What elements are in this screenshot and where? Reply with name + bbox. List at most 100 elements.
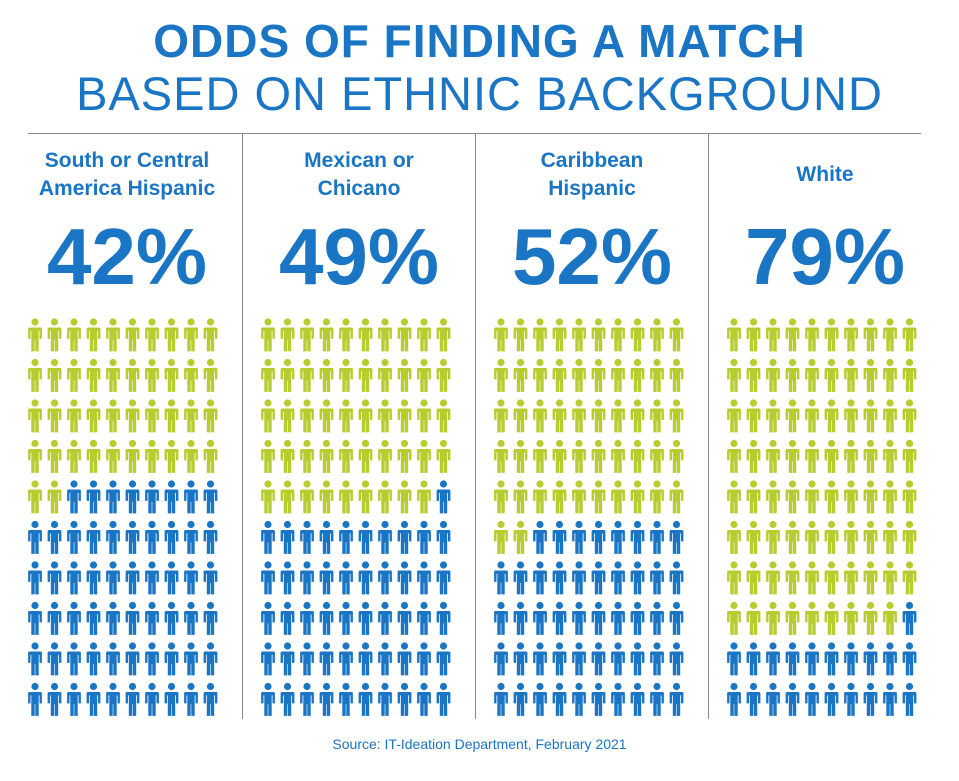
person-icon xyxy=(47,682,62,716)
person-icon xyxy=(378,399,392,433)
person-icon xyxy=(378,318,392,352)
person-icon xyxy=(824,480,839,514)
person-icon xyxy=(339,520,353,554)
category-label-line: Mexican or xyxy=(304,149,414,172)
person-icon xyxy=(669,358,684,392)
person-icon xyxy=(300,318,314,352)
top-rule xyxy=(28,133,921,134)
person-icon xyxy=(533,439,547,473)
person-icon xyxy=(280,399,295,433)
person-icon xyxy=(125,682,140,716)
person-icon xyxy=(280,642,295,676)
person-icon xyxy=(824,439,839,473)
person-icon xyxy=(883,601,897,635)
person-icon xyxy=(358,520,373,554)
person-icon xyxy=(630,682,645,716)
person-icon xyxy=(572,642,586,676)
person-icon xyxy=(630,520,645,554)
category-label-line: Hispanic xyxy=(548,177,636,200)
person-icon xyxy=(28,601,42,635)
person-icon xyxy=(436,318,451,352)
person-icon xyxy=(86,358,101,392)
person-icon xyxy=(572,399,586,433)
person-icon xyxy=(397,318,412,352)
person-icon xyxy=(863,318,878,352)
person-icon xyxy=(805,358,819,392)
person-icon xyxy=(902,399,917,433)
person-icon xyxy=(727,318,741,352)
person-icon xyxy=(611,399,625,433)
person-icon xyxy=(552,480,567,514)
person-icon xyxy=(785,682,800,716)
column-divider xyxy=(708,133,709,719)
chart-title: ODDS OF FINDING A MATCH xyxy=(153,15,806,67)
person-icon xyxy=(67,358,81,392)
person-icon xyxy=(319,601,334,635)
person-icon xyxy=(766,601,780,635)
person-icon xyxy=(261,318,275,352)
person-icon xyxy=(591,561,606,595)
person-icon xyxy=(513,642,528,676)
person-icon xyxy=(513,318,528,352)
person-icon xyxy=(203,682,218,716)
person-icon xyxy=(106,399,120,433)
chart-subtitle: BASED ON ETHNIC BACKGROUND xyxy=(76,67,883,120)
person-icon xyxy=(766,318,780,352)
person-icon xyxy=(513,480,528,514)
person-icon xyxy=(650,561,664,595)
person-icon xyxy=(280,318,295,352)
person-icon xyxy=(145,561,159,595)
person-icon xyxy=(902,682,917,716)
person-icon xyxy=(417,439,431,473)
person-icon xyxy=(805,682,819,716)
person-icon xyxy=(727,682,741,716)
person-icon xyxy=(746,439,761,473)
person-icon xyxy=(902,439,917,473)
person-icon xyxy=(86,399,101,433)
person-icon xyxy=(591,601,606,635)
person-icon xyxy=(28,399,42,433)
person-icon xyxy=(863,520,878,554)
person-icon xyxy=(863,399,878,433)
person-icon xyxy=(611,520,625,554)
person-icon xyxy=(902,601,917,635)
person-icon xyxy=(805,520,819,554)
person-icon xyxy=(397,439,412,473)
person-icon xyxy=(591,480,606,514)
person-icon xyxy=(494,480,508,514)
person-icon xyxy=(805,439,819,473)
person-icon xyxy=(552,318,567,352)
person-icon xyxy=(805,480,819,514)
person-icon xyxy=(785,318,800,352)
person-icon xyxy=(164,439,179,473)
person-icon xyxy=(650,682,664,716)
percentage-value: 79% xyxy=(744,212,906,301)
person-icon xyxy=(533,358,547,392)
person-icon xyxy=(844,399,858,433)
person-icon xyxy=(378,358,392,392)
person-icon xyxy=(766,480,780,514)
person-icon xyxy=(727,358,741,392)
person-icon xyxy=(145,358,159,392)
person-icon xyxy=(280,520,295,554)
person-icon xyxy=(164,601,179,635)
person-icon xyxy=(630,480,645,514)
person-icon xyxy=(319,358,334,392)
person-icon xyxy=(106,682,120,716)
person-icon xyxy=(397,682,412,716)
person-icon xyxy=(785,520,800,554)
category-label: Mexican or Chicano xyxy=(248,147,470,203)
person-icon xyxy=(533,601,547,635)
person-icon xyxy=(766,561,780,595)
person-icon xyxy=(883,642,897,676)
person-icon xyxy=(28,561,42,595)
person-icon xyxy=(494,601,508,635)
person-icon xyxy=(145,480,159,514)
person-icon xyxy=(902,561,917,595)
person-icon xyxy=(67,601,81,635)
person-icon xyxy=(746,561,761,595)
person-icon xyxy=(650,318,664,352)
person-icon xyxy=(164,358,179,392)
person-icon xyxy=(300,399,314,433)
person-icon xyxy=(785,561,800,595)
